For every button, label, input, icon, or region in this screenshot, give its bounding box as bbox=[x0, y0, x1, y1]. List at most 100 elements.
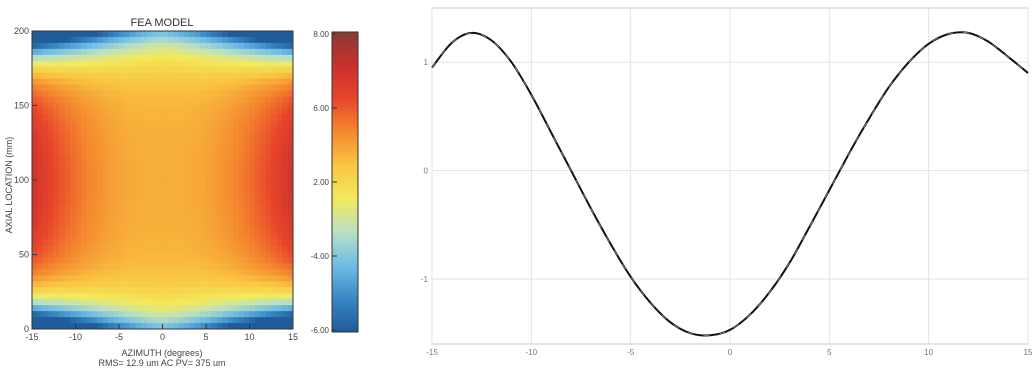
heatmap-cell bbox=[108, 84, 115, 92]
heatmap-cell bbox=[113, 126, 120, 133]
heatmap-cell bbox=[102, 90, 109, 98]
heatmap-cell bbox=[167, 108, 174, 116]
heatmap-cell bbox=[265, 263, 272, 270]
heatmap-cell bbox=[162, 233, 169, 241]
heatmap-cell bbox=[102, 311, 109, 318]
heatmap-cell bbox=[124, 185, 131, 193]
heatmap-cell bbox=[48, 203, 55, 211]
heatmap-cell bbox=[86, 209, 93, 217]
heatmap-cell bbox=[249, 293, 256, 300]
heatmap-cell bbox=[80, 197, 87, 205]
heatmap-cell bbox=[129, 42, 136, 50]
heatmap-cell bbox=[260, 114, 267, 121]
heatmap-cell bbox=[48, 150, 55, 157]
heatmap-cell bbox=[200, 191, 207, 199]
heatmap-cell bbox=[48, 227, 55, 235]
heatmap-cell bbox=[146, 54, 153, 62]
heatmap-cell bbox=[184, 191, 191, 199]
heatmap-cell bbox=[119, 31, 126, 38]
heatmap-cell bbox=[157, 233, 164, 241]
heatmap-cell bbox=[119, 233, 126, 241]
heatmap-cell bbox=[59, 108, 66, 116]
colorbar: 8.006.002.00-4.00-6.00 bbox=[311, 30, 359, 335]
heatmap-cell bbox=[140, 126, 147, 133]
heatmap-cell bbox=[238, 96, 245, 104]
heatmap-cell bbox=[157, 227, 164, 235]
heatmap-cell bbox=[48, 317, 55, 324]
heatmap-cell bbox=[70, 60, 77, 68]
heatmap-cell bbox=[146, 311, 153, 318]
heatmap-cell bbox=[129, 78, 136, 86]
heatmap-cell bbox=[140, 269, 147, 276]
heatmap-cell bbox=[97, 281, 104, 288]
heatmap-cell bbox=[287, 269, 293, 276]
heatmap-cell bbox=[146, 323, 153, 329]
heatmap-cell bbox=[200, 287, 207, 294]
heatmap-cell bbox=[37, 156, 44, 163]
heatmap-cell bbox=[48, 60, 55, 68]
heatmap-cell bbox=[80, 132, 87, 139]
heatmap-cell bbox=[287, 323, 293, 329]
heatmap-cell bbox=[222, 132, 229, 139]
heatmap-cell bbox=[167, 203, 174, 211]
heatmap-cell bbox=[195, 126, 202, 133]
heatmap-cell bbox=[233, 257, 240, 265]
heatmap-cell bbox=[157, 203, 164, 211]
heatmap-cell bbox=[287, 245, 293, 253]
heatmap-cell bbox=[102, 233, 109, 241]
heatmap-cell bbox=[260, 96, 267, 104]
heatmap-cell bbox=[70, 305, 77, 312]
heatmap-cell bbox=[80, 168, 87, 175]
heatmap-cell bbox=[135, 174, 142, 181]
heatmap-cell bbox=[249, 72, 256, 80]
heatmap-cell bbox=[59, 323, 66, 329]
heatmap-cell bbox=[254, 36, 261, 44]
heatmap-cell bbox=[151, 96, 158, 104]
heatmap-x-axis: -15 -10 -5 0 5 10 15 bbox=[25, 324, 298, 342]
heatmap-cell bbox=[124, 42, 131, 50]
heatmap-cell bbox=[97, 311, 104, 318]
heatmap-cell bbox=[108, 317, 115, 324]
heatmap-cell bbox=[216, 48, 223, 56]
heatmap-cell bbox=[70, 239, 77, 247]
heatmap-cell bbox=[75, 102, 82, 110]
heatmap-cell bbox=[200, 156, 207, 163]
heatmap-cell bbox=[102, 275, 109, 282]
heatmap-cell bbox=[222, 317, 229, 324]
heatmap-cell bbox=[227, 293, 234, 300]
heatmap-cell bbox=[249, 263, 256, 270]
heatmap-cell bbox=[135, 108, 142, 116]
heatmap-cell bbox=[167, 311, 174, 318]
heatmap-cell bbox=[254, 42, 261, 50]
heatmap-cell bbox=[48, 126, 55, 133]
heatmap-cell bbox=[195, 293, 202, 300]
heatmap-cell bbox=[140, 78, 147, 86]
heatmap-cell bbox=[135, 191, 142, 199]
heatmap-cell bbox=[140, 233, 147, 241]
heatmap-cell bbox=[135, 150, 142, 157]
heatmap-cell bbox=[244, 120, 251, 127]
heatmap-cell bbox=[119, 72, 126, 80]
heatmap-cell bbox=[146, 239, 153, 247]
heatmap-cell bbox=[64, 138, 71, 145]
heatmap-cell bbox=[102, 138, 109, 145]
heatmap-cell bbox=[173, 245, 180, 253]
heatmap-cell bbox=[282, 209, 289, 217]
heatmap-cell bbox=[173, 281, 180, 288]
heatmap-cell bbox=[227, 102, 234, 110]
heatmap-cell bbox=[167, 293, 174, 300]
heatmap-cell bbox=[75, 36, 82, 44]
heatmap-cell bbox=[70, 78, 77, 86]
heatmap-cell bbox=[59, 233, 66, 241]
heatmap-cell bbox=[206, 66, 213, 74]
heatmap-cell bbox=[113, 221, 120, 229]
heatmap-cell bbox=[167, 96, 174, 104]
heatmap-cell bbox=[195, 180, 202, 187]
heatmap-cell bbox=[200, 215, 207, 223]
heatmap-cell bbox=[233, 102, 240, 110]
heatmap-cell bbox=[167, 84, 174, 92]
heatmap-cell bbox=[124, 251, 131, 259]
heatmap-cell bbox=[249, 150, 256, 157]
heatmap-cell bbox=[48, 311, 55, 318]
heatmap-cell bbox=[157, 323, 164, 329]
